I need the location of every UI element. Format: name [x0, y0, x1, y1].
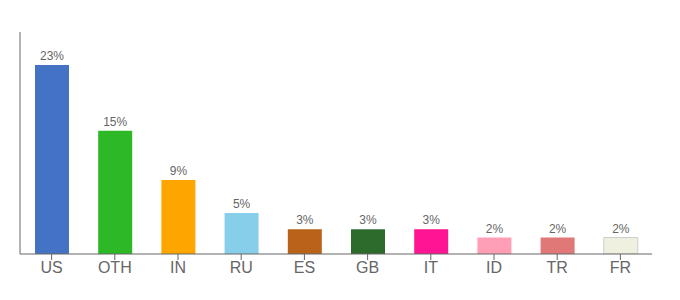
- svg-text:IN: IN: [170, 259, 186, 276]
- svg-text:2%: 2%: [549, 222, 567, 236]
- svg-text:US: US: [40, 259, 62, 276]
- svg-text:3%: 3%: [359, 213, 377, 227]
- svg-text:OTH: OTH: [98, 259, 132, 276]
- svg-text:3%: 3%: [423, 213, 441, 227]
- svg-text:2%: 2%: [486, 222, 504, 236]
- svg-text:2%: 2%: [612, 222, 630, 236]
- svg-text:IT: IT: [424, 259, 438, 276]
- svg-text:5%: 5%: [233, 197, 251, 211]
- svg-text:RU: RU: [230, 259, 253, 276]
- svg-text:3%: 3%: [296, 213, 314, 227]
- svg-text:ES: ES: [294, 259, 315, 276]
- svg-text:GB: GB: [356, 259, 379, 276]
- svg-text:FR: FR: [610, 259, 631, 276]
- svg-text:9%: 9%: [170, 164, 188, 178]
- svg-text:15%: 15%: [103, 115, 127, 129]
- svg-text:23%: 23%: [40, 49, 64, 63]
- svg-text:TR: TR: [547, 259, 568, 276]
- svg-text:ID: ID: [486, 259, 502, 276]
